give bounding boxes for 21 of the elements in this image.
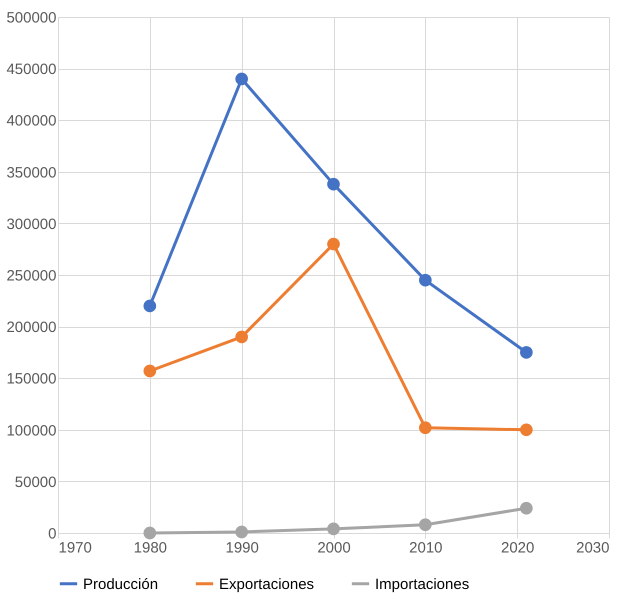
x-tick-label: 1970	[58, 540, 92, 556]
x-tick-label: 2020	[500, 540, 534, 556]
legend-label: Importaciones	[375, 576, 470, 593]
x-tick-label: 2010	[409, 540, 443, 556]
y-tick-label: 450000	[6, 61, 56, 78]
y-tick-label: 100000	[6, 422, 56, 440]
y-tick-label: 150000	[6, 370, 56, 388]
x-tick-label: 1980	[134, 540, 168, 556]
y-tick-label: 400000	[6, 112, 56, 130]
y-tick-label: 250000	[6, 268, 56, 284]
y-tick-label: 200000	[6, 319, 56, 336]
legend-label: Producción	[83, 576, 158, 593]
y-tick-label: 50000	[14, 474, 56, 491]
legend-label: Exportaciones	[219, 576, 314, 593]
x-tick-label: 2030	[576, 540, 610, 556]
y-tick-label: 300000	[6, 216, 56, 233]
y-tick-label: 350000	[6, 164, 56, 182]
x-tick-label: 2000	[317, 540, 351, 556]
y-tick-label: 500000	[6, 10, 56, 26]
x-tick-label: 1990	[225, 540, 259, 556]
y-tick-label: 0	[48, 526, 56, 542]
